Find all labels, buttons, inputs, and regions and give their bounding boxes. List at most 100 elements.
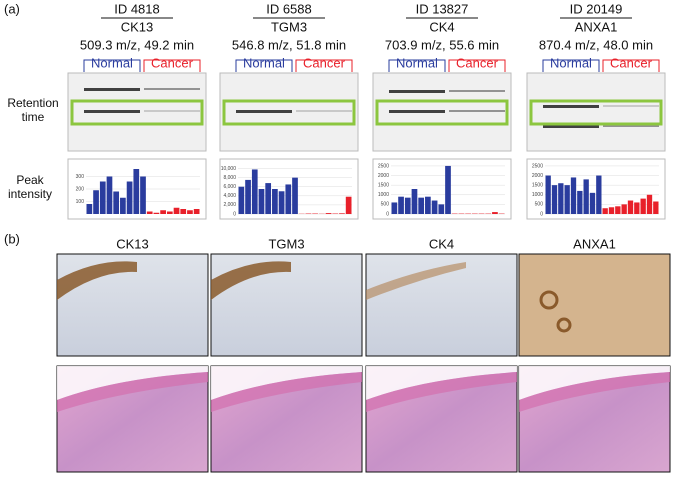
- bar: [570, 177, 577, 214]
- epithelium: [366, 366, 517, 400]
- band-normal: [84, 88, 140, 91]
- y-tick-label: 1000: [378, 192, 389, 198]
- bar: [173, 207, 180, 214]
- band-normal: [84, 110, 140, 113]
- bar: [646, 194, 653, 214]
- bar: [564, 185, 570, 214]
- cancer-bracket: [143, 59, 201, 72]
- bar: [99, 181, 106, 214]
- mz-time: 870.4 m/z, 48.0 min: [539, 37, 653, 52]
- y-tick-label: 2000: [378, 173, 389, 179]
- protein: ANXA1: [575, 19, 618, 34]
- bar: [339, 213, 345, 214]
- normal-label: Normal: [243, 55, 285, 70]
- highlight-box: [222, 99, 356, 126]
- epithelium: [519, 372, 670, 412]
- epithelium: [519, 366, 670, 400]
- highlight-box: [529, 99, 663, 126]
- bar: [160, 210, 166, 214]
- y-tick-label: 500: [535, 202, 544, 208]
- panel-label: (b): [4, 231, 20, 246]
- bar: [86, 204, 93, 214]
- protein: TGM3: [268, 236, 304, 251]
- y-tick-label: 8,000: [223, 175, 236, 181]
- y-tick-label: 1500: [532, 182, 543, 188]
- band-cancer: [603, 105, 659, 107]
- band-normal: [543, 105, 599, 108]
- y-tick-label: 0: [233, 211, 236, 217]
- bar: [425, 196, 431, 214]
- bar: [545, 175, 551, 214]
- y-tick-label: 100: [76, 199, 85, 205]
- bar: [391, 202, 398, 214]
- epithelium: [366, 372, 517, 412]
- bar: [187, 210, 193, 214]
- protein: ANXA1: [573, 236, 616, 251]
- bar: [325, 213, 332, 214]
- band-cancer: [144, 88, 200, 90]
- cancer-bracket: [448, 59, 506, 72]
- y-tick-label: 2500: [378, 163, 389, 169]
- bar: [398, 196, 404, 214]
- mz-time: 509.3 m/z, 49.2 min: [80, 37, 194, 52]
- heatmap: [526, 72, 666, 152]
- y-tick-label: 10,000: [221, 166, 237, 172]
- bar: [120, 197, 126, 214]
- cancer-label: Cancer: [151, 55, 194, 70]
- stain-layer: [211, 261, 291, 300]
- y-tick-label: 6,000: [223, 184, 236, 190]
- sample-id: ID 13827: [416, 1, 469, 16]
- y-tick-label: 200: [76, 186, 85, 192]
- highlight-box: [70, 99, 204, 126]
- epithelium: [211, 372, 362, 412]
- gland: [556, 317, 572, 333]
- bar: [640, 198, 646, 214]
- stain-layer: [57, 261, 137, 300]
- normal-label: Normal: [91, 55, 133, 70]
- band-normal: [236, 110, 292, 113]
- y-tick-label: 1500: [378, 182, 389, 188]
- bar: [113, 191, 120, 214]
- y-tick-label: 1000: [532, 192, 543, 198]
- bar: [265, 183, 272, 214]
- bar: [126, 181, 133, 214]
- row-label: Peak: [16, 173, 44, 187]
- band-cancer: [144, 110, 200, 112]
- epithelium: [57, 372, 208, 412]
- normal-label: Normal: [396, 55, 438, 70]
- stain-layer: [366, 262, 466, 300]
- band-cancer: [296, 110, 352, 112]
- bar: [589, 192, 596, 214]
- bar: [431, 200, 438, 214]
- bar: [608, 207, 615, 214]
- bar: [621, 204, 627, 214]
- protein: CK13: [121, 19, 154, 34]
- bar: [345, 196, 352, 214]
- bar: [634, 202, 640, 214]
- sample-id: ID 4818: [114, 1, 160, 16]
- bar: [404, 197, 411, 214]
- cancer-bracket: [602, 59, 660, 72]
- cancer-label: Cancer: [456, 55, 499, 70]
- mz-time: 703.9 m/z, 55.6 min: [385, 37, 499, 52]
- bar: [146, 211, 153, 214]
- y-tick-label: 0: [540, 211, 543, 217]
- bar: [153, 212, 160, 214]
- protein: CK13: [116, 236, 149, 251]
- bar: [245, 179, 251, 214]
- row-label: intensity: [8, 187, 52, 201]
- bar: [583, 179, 589, 214]
- bar: [627, 200, 634, 214]
- bar: [551, 185, 558, 214]
- normal-label: Normal: [550, 55, 592, 70]
- gland: [539, 290, 559, 310]
- band-normal: [543, 125, 599, 128]
- bar: [193, 209, 200, 214]
- row-label: time: [22, 110, 45, 124]
- bar: [418, 197, 425, 214]
- content: ID 4818 CK13 509.3 m/z, 49.2 min Normal Canc…: [56, 1, 671, 473]
- bar: [558, 183, 564, 214]
- panel-label: (a): [4, 1, 20, 16]
- bar: [106, 176, 113, 214]
- cancer-bracket: [295, 59, 353, 72]
